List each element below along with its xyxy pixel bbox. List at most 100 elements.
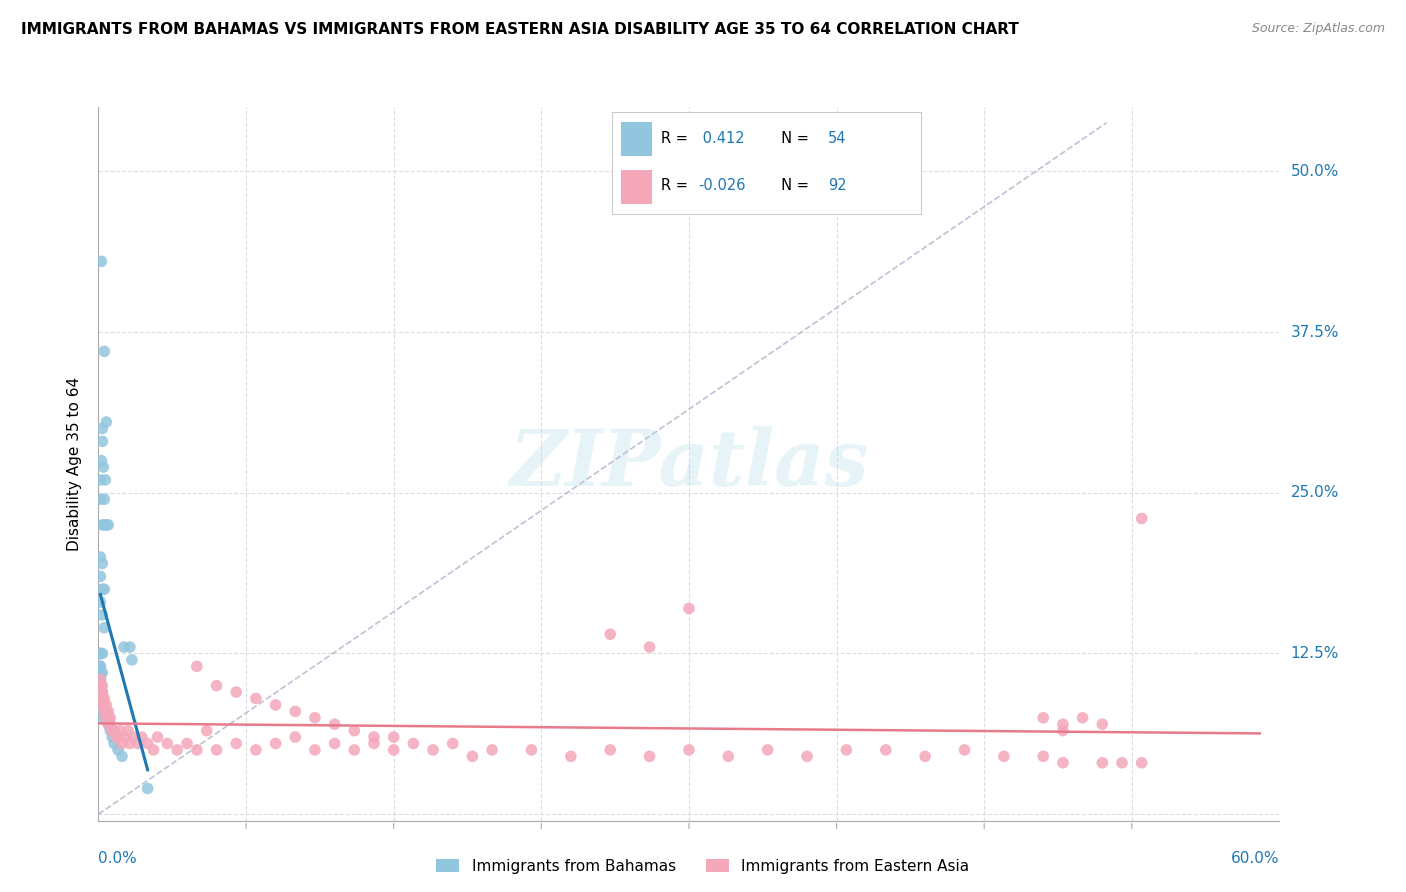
Point [205,743,228,757]
Point [284,704,307,718]
Point [89,659,111,673]
Point [101,723,124,738]
Point [94,473,117,487]
Point [90,453,112,467]
Point [97,717,120,731]
Point [343,743,366,757]
Point [117,723,139,738]
Point [89,550,111,565]
Point [91,582,114,597]
Text: R =: R = [661,131,693,146]
Point [1111,756,1133,770]
Point [91,647,114,661]
Text: 37.5%: 37.5% [1291,325,1339,340]
Text: 54: 54 [828,131,846,146]
Point [304,711,326,725]
Point [91,685,114,699]
Point [96,711,118,725]
Point [402,737,425,751]
Point [93,344,115,359]
Point [111,749,134,764]
Point [953,743,976,757]
Point [91,421,114,435]
Point [91,704,114,718]
Point [112,730,135,744]
Point [1130,756,1153,770]
Point [638,640,661,654]
Point [96,704,118,718]
Point [176,737,198,751]
Point [89,569,111,583]
Point [343,723,366,738]
Point [264,737,287,751]
Point [96,711,118,725]
Point [225,685,247,699]
Point [98,717,121,731]
Point [363,730,385,744]
Point [93,582,115,597]
Point [245,691,267,706]
Y-axis label: Disability Age 35 to 64: Disability Age 35 to 64 [67,376,83,551]
Point [103,723,125,738]
Point [1052,756,1074,770]
Point [89,679,111,693]
Point [284,730,307,744]
Point [599,743,621,757]
Point [1071,711,1094,725]
Point [93,698,115,712]
Point [89,647,111,661]
Point [93,460,115,475]
Text: 50.0%: 50.0% [1291,164,1339,178]
Point [91,711,114,725]
Point [93,704,115,718]
Point [599,627,621,641]
Point [89,647,111,661]
Point [91,698,114,712]
Point [264,698,287,712]
Point [107,743,129,757]
Point [756,743,779,757]
Point [96,415,118,429]
Text: N =: N = [772,131,814,146]
Point [97,711,120,725]
Point [127,737,149,751]
Point [245,743,267,757]
Point [835,743,858,757]
Point [97,717,120,731]
Text: -0.026: -0.026 [699,178,745,194]
Point [678,743,700,757]
Point [205,679,228,693]
Text: 25.0%: 25.0% [1291,485,1339,500]
Point [717,749,740,764]
Point [91,698,114,712]
Point [89,672,111,686]
Point [89,672,111,686]
Text: 0.412: 0.412 [699,131,745,146]
FancyBboxPatch shape [621,122,652,155]
Point [382,743,405,757]
Point [98,723,121,738]
Point [1091,756,1114,770]
Text: ZIPatlas: ZIPatlas [509,425,869,502]
Point [111,737,134,751]
Point [186,743,208,757]
Point [1091,717,1114,731]
Legend: Immigrants from Bahamas, Immigrants from Eastern Asia: Immigrants from Bahamas, Immigrants from… [430,853,976,880]
Point [89,492,111,507]
Point [166,743,188,757]
Point [93,691,115,706]
Point [91,665,114,680]
Point [363,737,385,751]
Text: 92: 92 [828,178,846,194]
Point [93,621,115,635]
Point [97,704,120,718]
Point [1032,749,1054,764]
Point [993,749,1015,764]
Point [89,679,111,693]
Point [481,743,503,757]
Point [91,691,114,706]
Point [91,685,114,699]
Point [108,723,131,738]
Point [89,659,111,673]
Point [89,685,111,699]
